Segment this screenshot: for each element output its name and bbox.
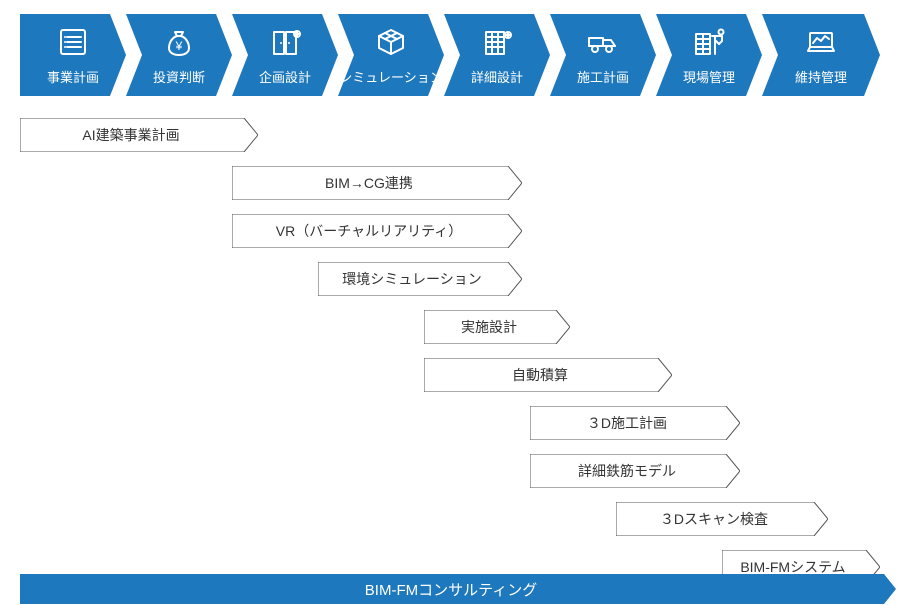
activity-0: AI建築事業計画 <box>20 118 258 152</box>
phase-2: 企画設計 <box>232 14 338 96</box>
phase-7: 維持管理 <box>762 14 880 96</box>
activity-8: ３Dスキャン検査 <box>616 502 828 536</box>
phase-row: 事業計画¥投資判断企画設計シミュレーション詳細設計施工計画現場管理維持管理 <box>0 14 900 96</box>
phase-0: 事業計画 <box>20 14 126 96</box>
phase-1: ¥投資判断 <box>126 14 232 96</box>
phase-3: シミュレーション <box>338 14 444 96</box>
activity-6: ３D施工計画 <box>530 406 740 440</box>
bottom-bar: BIM-FMコンサルティング <box>20 574 896 604</box>
activity-2: VR（バーチャルリアリティ） <box>232 214 522 248</box>
activity-7: 詳細鉄筋モデル <box>530 454 740 488</box>
activity-5: 自動積算 <box>424 358 672 392</box>
activity-4: 実施設計 <box>424 310 570 344</box>
activity-1: BIM→CG連携 <box>232 166 522 200</box>
phase-6: 現場管理 <box>656 14 762 96</box>
activity-3: 環境シミュレーション <box>318 262 522 296</box>
phase-4: 詳細設計 <box>444 14 550 96</box>
phase-5: 施工計画 <box>550 14 656 96</box>
